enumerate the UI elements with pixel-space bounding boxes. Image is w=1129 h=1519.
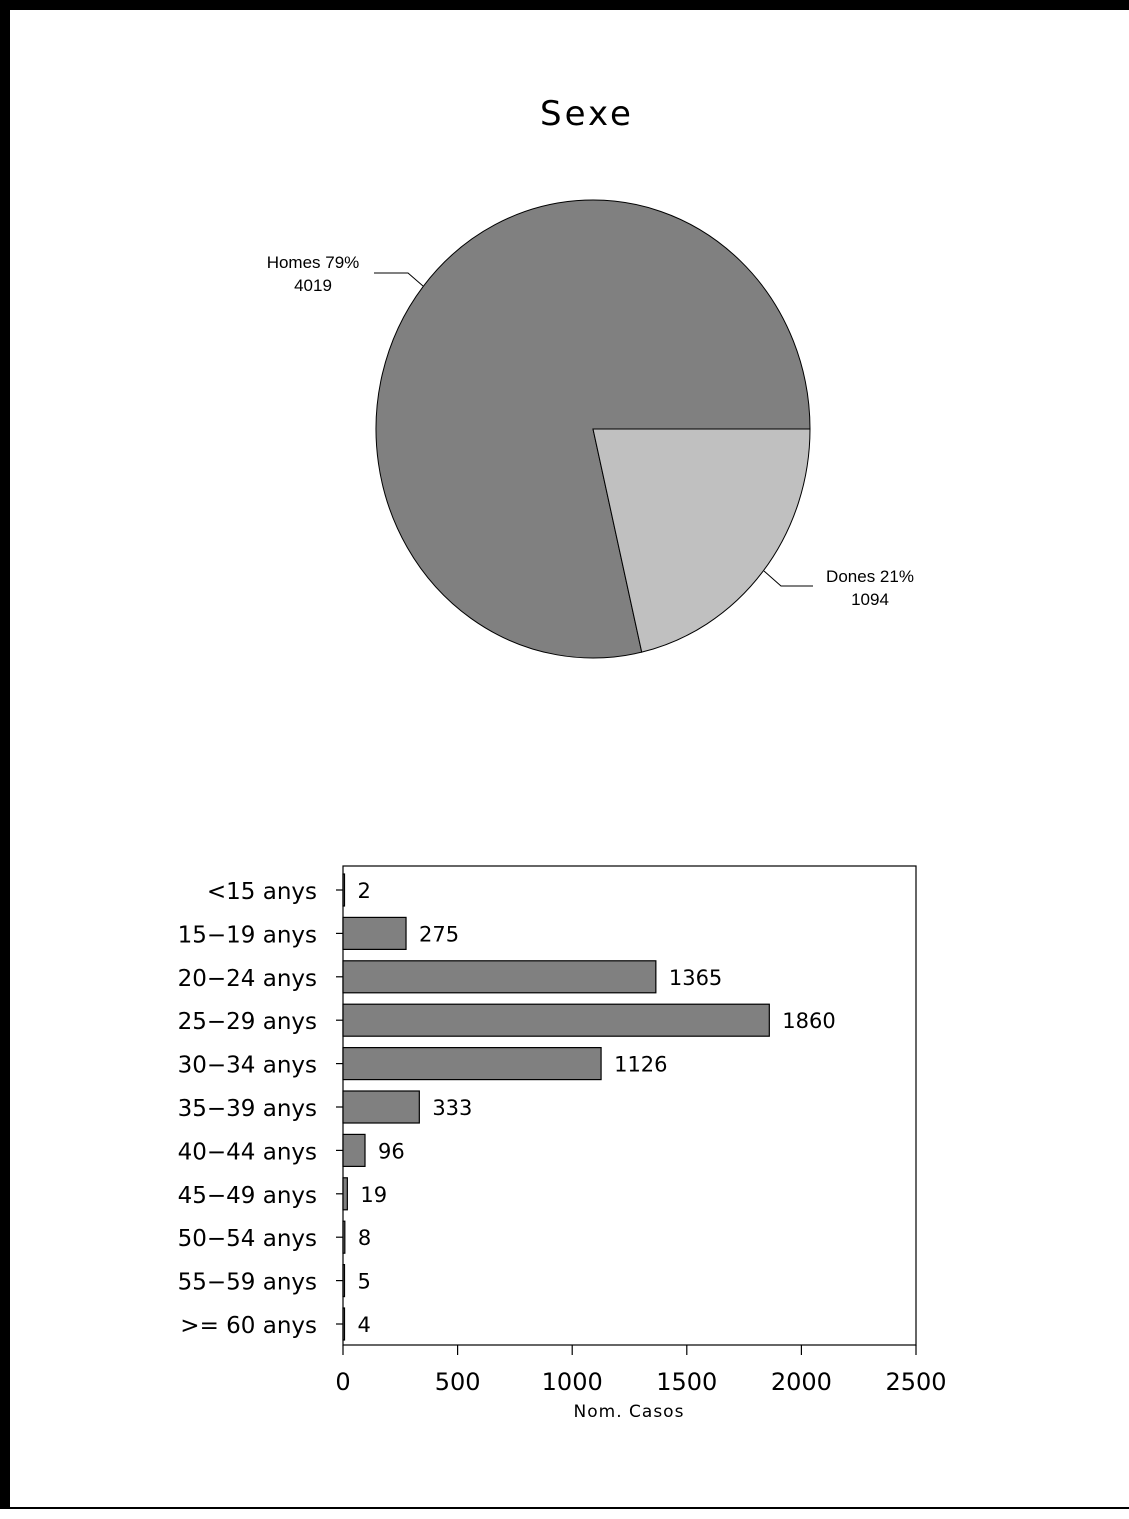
x-tick-label-0: 0 [335, 1368, 350, 1396]
pie-value-1: 1094 [851, 590, 889, 609]
category-label-6: 40−44 anys [178, 1139, 317, 1165]
category-label-4: 30−34 anys [178, 1053, 317, 1079]
category-label-0: <15 anys [207, 879, 317, 905]
category-label-7: 45−49 anys [178, 1183, 317, 1209]
pie-slice-dones [592, 428, 811, 653]
bar-chart: <15 anys 15−19 anys 20−24 anys 25−29 anys 30… [178, 865, 947, 1422]
value-label-5: 333 [432, 1096, 472, 1120]
category-label-5: 35−39 anys [178, 1096, 317, 1122]
pie-slice-homes [375, 199, 811, 659]
leader-line-dones [763, 570, 813, 587]
value-label-0: 2 [358, 879, 371, 903]
pie-slices [375, 199, 811, 659]
value-label-7: 19 [360, 1183, 387, 1207]
category-label-10: >= 60 anys [180, 1313, 317, 1339]
x-tick-label-5: 2500 [885, 1368, 946, 1396]
pie-label-0: Homes 79% [267, 253, 360, 272]
bar-9 [342, 1263, 346, 1298]
bars [342, 873, 770, 1341]
value-label-8: 8 [358, 1226, 371, 1250]
bar-1 [342, 916, 407, 951]
pie-chart: Sexe Homes 79% 4019 Dones 21% 1094 [267, 94, 914, 659]
category-labels: <15 anys 15−19 anys 20−24 anys 25−29 anys 30… [178, 879, 317, 1339]
x-tick-label-1: 500 [435, 1368, 481, 1396]
x-tick-label-2: 1000 [542, 1368, 603, 1396]
bar-5 [342, 1090, 420, 1124]
value-label-6: 96 [378, 1139, 405, 1163]
x-axis-title: Nom. Casos [574, 1402, 685, 1422]
pie-value-0: 4019 [294, 276, 332, 295]
value-label-1: 275 [419, 922, 459, 946]
pie-labels: Homes 79% 4019 Dones 21% 1094 [267, 253, 914, 609]
pie-label-1: Dones 21% [826, 567, 914, 586]
x-tick-label-3: 1500 [656, 1368, 717, 1396]
x-tick-label-4: 2000 [771, 1368, 832, 1396]
axis-ticks [336, 889, 917, 1355]
category-label-2: 20−24 anys [178, 966, 317, 992]
bar-2 [342, 960, 657, 994]
x-tick-labels: 0 500 1000 1500 2000 2500 [335, 1368, 946, 1396]
value-label-10: 4 [358, 1313, 371, 1337]
category-label-3: 25−29 anys [178, 1009, 317, 1035]
category-label-9: 55−59 anys [178, 1270, 317, 1296]
bar-6 [342, 1133, 366, 1168]
value-label-9: 5 [358, 1270, 371, 1294]
value-label-4: 1126 [614, 1053, 667, 1077]
pie-leader-lines [374, 272, 813, 587]
leader-line-homes [374, 272, 424, 287]
value-label-2: 1365 [669, 966, 722, 990]
bar-10 [342, 1307, 346, 1341]
bar-3 [342, 1003, 770, 1037]
bar-0 [342, 873, 346, 907]
pie-title: Sexe [540, 94, 634, 134]
bar-8 [342, 1220, 346, 1254]
bar-7 [342, 1177, 348, 1211]
value-labels: 2 275 1365 1860 1126 333 96 19 8 5 4 [358, 879, 836, 1337]
category-label-1: 15−19 anys [178, 922, 317, 948]
category-label-8: 50−54 anys [178, 1226, 317, 1252]
value-label-3: 1860 [782, 1009, 835, 1033]
bar-4 [342, 1046, 602, 1081]
